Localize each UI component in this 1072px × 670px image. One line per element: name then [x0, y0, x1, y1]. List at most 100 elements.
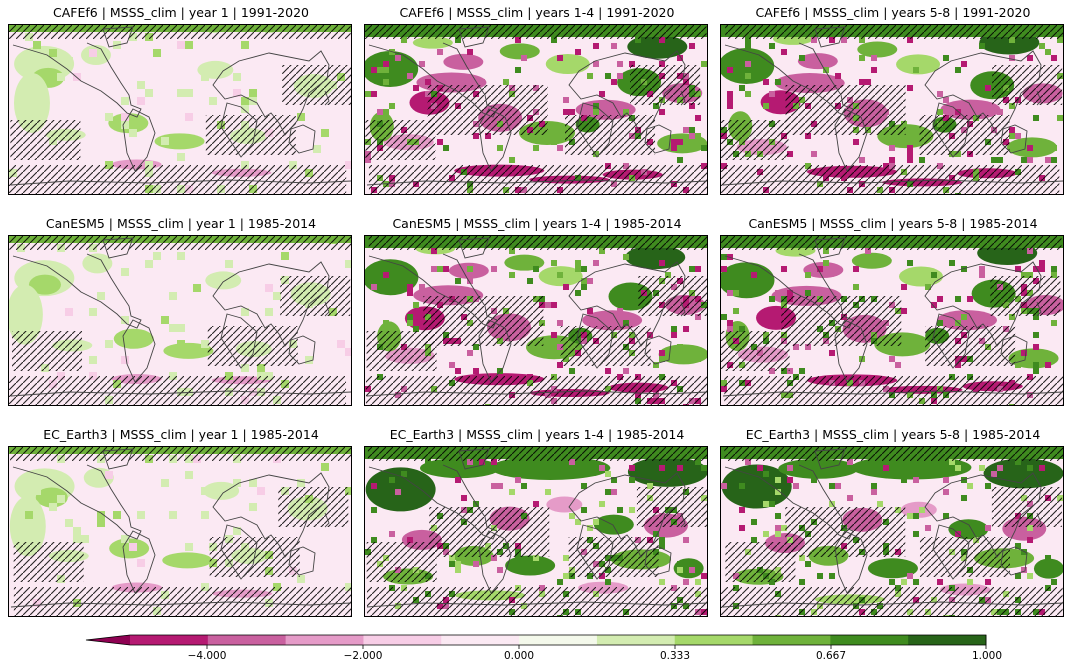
grid-cell [1033, 314, 1039, 320]
grid-cell [617, 308, 623, 314]
skill-region [163, 342, 214, 359]
grid-cell [659, 537, 665, 543]
grid-cell [979, 272, 985, 278]
panel-title: CAFEf6 | MSSS_clim | years 5-8 | 1991-20… [755, 5, 1031, 20]
grid-cell [901, 308, 907, 314]
grid-cell [733, 308, 739, 314]
skill-region [867, 558, 918, 579]
grid-cell [383, 61, 389, 67]
grid-cell [153, 49, 161, 57]
colorbar-segment [363, 635, 442, 645]
grid-cell [793, 344, 799, 350]
grid-cell [745, 61, 751, 67]
grid-cell [1039, 260, 1045, 266]
skill-region [365, 50, 419, 87]
skill-region [896, 54, 941, 75]
grid-cell [257, 364, 265, 372]
grid-cell [129, 129, 137, 137]
grid-cell [997, 109, 1003, 115]
coastline [324, 301, 330, 317]
grid-cell [509, 489, 515, 495]
coastline [1036, 301, 1042, 317]
grid-cell [557, 272, 563, 278]
grid-cell [545, 302, 551, 308]
grid-cell [925, 284, 931, 290]
grid-cell [241, 364, 249, 372]
grid-cell [563, 97, 569, 103]
grid-cell [775, 537, 781, 543]
grid-cell [491, 459, 497, 465]
grid-cell [1009, 37, 1015, 43]
grid-cell [937, 296, 943, 302]
grid-cell [907, 37, 913, 43]
grid-cell [871, 55, 877, 61]
coastline [680, 512, 686, 528]
skill-region [803, 261, 844, 278]
grid-cell [185, 543, 193, 551]
grid-cell [781, 266, 787, 272]
grid-cell [33, 487, 41, 495]
grid-cell [629, 465, 635, 471]
grid-cell [145, 89, 153, 97]
grid-cell [799, 55, 805, 61]
grid-cell [1033, 362, 1039, 368]
grid-cell [443, 145, 449, 151]
grid-cell [377, 67, 383, 73]
grid-cell [545, 489, 551, 495]
significance-hatching [367, 587, 707, 616]
grid-cell [509, 157, 515, 163]
grid-cell [847, 495, 853, 501]
grid-cell [593, 61, 599, 67]
grid-cell [955, 67, 961, 73]
grid-cell [57, 73, 65, 81]
grid-cell [371, 67, 377, 73]
grid-cell [695, 356, 701, 362]
grid-cell [209, 97, 217, 105]
grid-cell [787, 465, 793, 471]
grid-cell [689, 567, 695, 573]
skill-region [658, 344, 707, 365]
grid-cell [1039, 43, 1045, 49]
grid-cell [419, 61, 425, 67]
grid-cell [955, 296, 961, 302]
grid-cell [281, 252, 289, 260]
significance-hatching [560, 326, 651, 366]
grid-cell [793, 483, 799, 489]
grid-cell [425, 459, 431, 465]
grid-cell [829, 573, 835, 579]
grid-cell [515, 477, 521, 483]
grid-cell [437, 266, 443, 272]
grid-cell [297, 113, 305, 121]
grid-cell [533, 266, 539, 272]
grid-cell [859, 157, 865, 163]
grid-cell [587, 308, 593, 314]
grid-cell [193, 284, 201, 292]
map-panel [720, 235, 1064, 406]
grid-cell [955, 109, 961, 115]
coastline [324, 512, 330, 528]
grid-cell [473, 133, 479, 139]
grid-cell [1051, 579, 1057, 585]
grid-cell [695, 579, 701, 585]
grid-cell [677, 139, 683, 145]
grid-cell [817, 573, 823, 579]
grid-cell [721, 483, 727, 489]
grid-cell [617, 73, 623, 79]
grid-cell [805, 272, 811, 278]
grid-cell [997, 465, 1003, 471]
grid-cell [659, 109, 665, 115]
grid-cell [563, 555, 569, 561]
grid-cell [599, 248, 605, 254]
grid-cell [805, 344, 811, 350]
coastline [122, 530, 156, 594]
coastline [722, 390, 1063, 397]
coastline [288, 335, 316, 365]
grid-cell [491, 266, 497, 272]
grid-cell [727, 91, 733, 97]
skill-region [203, 481, 240, 500]
grid-cell [799, 555, 805, 561]
grid-cell [455, 465, 461, 471]
panel-title: CAFEf6 | MSSS_clim | years 1-4 | 1991-20… [399, 5, 675, 20]
significance-hatching [10, 120, 81, 160]
coastline [102, 26, 134, 48]
